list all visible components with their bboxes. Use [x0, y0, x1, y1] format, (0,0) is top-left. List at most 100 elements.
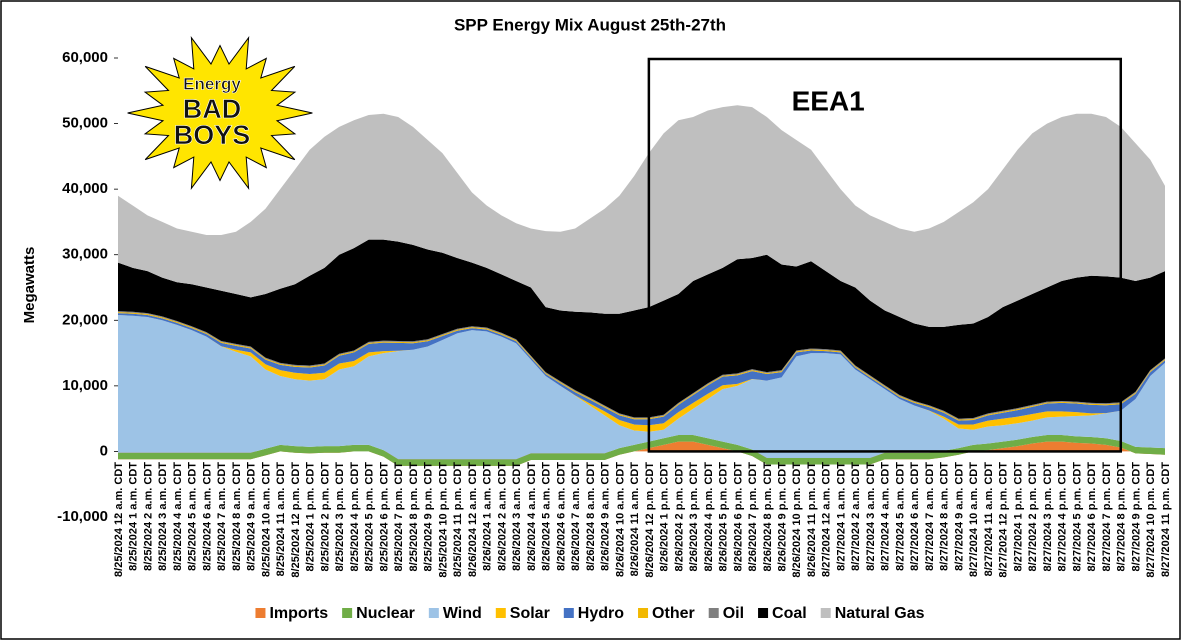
- x-tick-label: 8/25/2024 8 p.m. CDT: [408, 462, 420, 572]
- logo-text: BOYS: [174, 120, 251, 150]
- x-tick-label: 8/27/2024 6 a.m. CDT: [909, 462, 921, 571]
- x-tick-label: 8/27/2024 8 p.m. CDT: [1116, 462, 1128, 572]
- x-tick-label: 8/27/2024 6 p.m. CDT: [1086, 462, 1098, 572]
- legend-swatch: [495, 608, 506, 618]
- legend-label: Oil: [723, 605, 744, 622]
- x-tick-label: 8/25/2024 12 p.m. CDT: [290, 462, 302, 578]
- x-tick-label: 8/25/2024 2 p.m. CDT: [319, 462, 331, 572]
- x-tick-label: 8/27/2024 3 p.m. CDT: [1042, 462, 1054, 572]
- x-tick-label: 8/25/2024 11 p.m. CDT: [452, 462, 464, 577]
- x-tick-label: 8/26/2024 8 a.m. CDT: [585, 462, 597, 571]
- x-tick-label: 8/26/2024 11 p.m. CDT: [806, 462, 818, 577]
- legend-label: Wind: [443, 605, 482, 622]
- x-tick-label: 8/26/2024 2 p.m. CDT: [673, 462, 685, 572]
- x-tick-label: 8/25/2024 3 a.m. CDT: [157, 462, 169, 571]
- x-tick-label: 8/25/2024 1 a.m. CDT: [128, 462, 140, 571]
- x-tick-label: 8/25/2024 8 a.m. CDT: [231, 462, 243, 571]
- x-tick-label: 8/26/2024 10 a.m. CDT: [614, 462, 626, 577]
- legend-label: Other: [652, 605, 695, 622]
- x-tick-label: 8/25/2024 10 a.m. CDT: [260, 462, 272, 577]
- legend-swatch: [428, 608, 439, 618]
- x-tick-label: 8/25/2024 6 a.m. CDT: [201, 462, 213, 571]
- x-tick-label: 8/27/2024 8 a.m. CDT: [939, 462, 951, 571]
- x-tick-label: 8/25/2024 7 p.m. CDT: [393, 462, 405, 572]
- y-tick-label: 50,000: [62, 115, 108, 132]
- x-tick-label: 8/26/2024 7 p.m. CDT: [747, 462, 759, 572]
- legend-label: Hydro: [578, 605, 624, 622]
- logo-text: Energy: [183, 74, 241, 93]
- area-band: [118, 239, 1165, 419]
- y-tick-label: 10,000: [62, 377, 108, 394]
- legend-label: Nuclear: [356, 605, 415, 622]
- x-tick-label: 8/27/2024 5 p.m. CDT: [1071, 462, 1083, 572]
- legend-item: Natural Gas: [820, 605, 925, 622]
- legend-swatch: [708, 608, 719, 618]
- legend-item: Imports: [255, 605, 328, 622]
- x-tick-label: 8/27/2024 1 a.m. CDT: [835, 462, 847, 571]
- legend-swatch: [255, 608, 266, 618]
- x-tick-label: 8/27/2024 5 a.m. CDT: [894, 462, 906, 571]
- x-tick-label: 8/27/2024 1 p.m. CDT: [1012, 462, 1024, 572]
- legend-label: Coal: [772, 605, 807, 622]
- legend-swatch: [758, 608, 769, 618]
- annotation-text: EEA1: [792, 85, 865, 116]
- chart-title: SPP Energy Mix August 25th-27th: [454, 15, 726, 34]
- y-tick-label: 40,000: [62, 180, 108, 197]
- x-tick-label: 8/26/2024 8 p.m. CDT: [762, 462, 774, 572]
- logo-burst: [127, 36, 313, 190]
- x-tick-label: 8/25/2024 12 a.m. CDT: [113, 462, 125, 577]
- y-tick-label: 0: [100, 442, 108, 459]
- x-tick-label: 8/25/2024 1 p.m. CDT: [305, 462, 317, 572]
- legend-item: Solar: [495, 605, 550, 622]
- x-tick-label: 8/26/2024 1 a.m. CDT: [482, 462, 494, 571]
- x-tick-label: 8/25/2024 5 a.m. CDT: [187, 462, 199, 571]
- x-tick-label: 8/25/2024 9 p.m. CDT: [423, 462, 435, 572]
- x-tick-label: 8/25/2024 11 a.m. CDT: [275, 462, 287, 577]
- area-band: [118, 105, 1165, 327]
- area-band: [118, 315, 1165, 460]
- y-tick-label: -10,000: [57, 508, 108, 525]
- x-tick-label: 8/26/2024 6 p.m. CDT: [732, 462, 744, 572]
- area-band: [118, 435, 1165, 466]
- legend-swatch: [638, 608, 649, 618]
- x-tick-label: 8/27/2024 2 p.m. CDT: [1027, 462, 1039, 572]
- legend-item: Other: [638, 605, 695, 622]
- legend-swatch: [820, 608, 831, 618]
- x-tick-label: 8/26/2024 9 a.m. CDT: [600, 462, 612, 571]
- legend-label: Imports: [269, 605, 328, 622]
- annotation-box: [647, 57, 1123, 453]
- x-tick-label: 8/27/2024 7 p.m. CDT: [1101, 462, 1113, 572]
- area-band: [118, 315, 1165, 432]
- x-tick-label: 8/27/2024 12 p.m. CDT: [998, 462, 1010, 578]
- legend-swatch: [342, 608, 353, 618]
- x-tick-label: 8/26/2024 11 a.m. CDT: [629, 462, 641, 577]
- x-tick-label: 8/27/2024 11 a.m. CDT: [983, 462, 995, 577]
- x-tick-label: 8/26/2024 1 p.m. CDT: [659, 462, 671, 572]
- y-tick-label: 20,000: [62, 311, 108, 328]
- x-tick-label: 8/25/2024 3 p.m. CDT: [334, 462, 346, 572]
- y-tick-label: 60,000: [62, 49, 108, 66]
- legend-label: Natural Gas: [835, 605, 925, 622]
- x-tick-label: 8/25/2024 5 p.m. CDT: [364, 462, 376, 572]
- x-tick-label: 8/26/2024 6 a.m. CDT: [555, 462, 567, 571]
- legend-item: Hydro: [563, 605, 624, 622]
- x-tick-label: 8/25/2024 9 a.m. CDT: [246, 462, 258, 571]
- x-tick-label: 8/26/2024 5 a.m. CDT: [541, 462, 553, 571]
- x-tick-label: 8/26/2024 7 a.m. CDT: [570, 462, 582, 571]
- legend-item: Oil: [708, 605, 744, 622]
- logo-text: BAD: [183, 94, 242, 124]
- legend-item: Wind: [428, 605, 482, 622]
- x-tick-label: 8/25/2024 7 a.m. CDT: [216, 462, 228, 571]
- x-tick-label: 8/26/2024 2 a.m. CDT: [496, 462, 508, 571]
- x-tick-label: 8/27/2024 7 a.m. CDT: [924, 462, 936, 571]
- x-tick-label: 8/25/2024 2 a.m. CDT: [142, 462, 154, 571]
- x-tick-label: 8/26/2024 12 p.m. CDT: [644, 462, 656, 578]
- x-tick-label: 8/25/2024 6 p.m. CDT: [378, 462, 390, 572]
- x-tick-label: 8/27/2024 3 a.m. CDT: [865, 462, 877, 571]
- x-tick-label: 8/27/2024 10 p.m. CDT: [1145, 462, 1157, 578]
- legend-item: Coal: [758, 605, 807, 622]
- legend-swatch: [563, 608, 574, 618]
- x-tick-label: 8/26/2024 3 a.m. CDT: [511, 462, 523, 571]
